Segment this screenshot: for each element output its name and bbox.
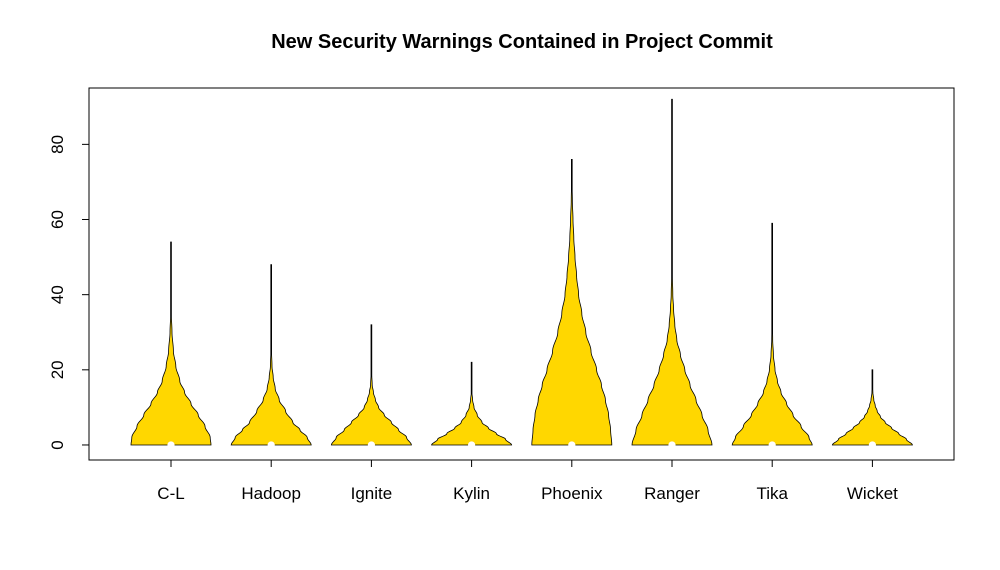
x-tick-label: Ignite xyxy=(351,484,393,503)
violins xyxy=(130,98,913,449)
median-dot-hadoop xyxy=(267,441,275,449)
median-dot-phoenix xyxy=(568,441,576,449)
median-dot-kylin xyxy=(468,441,476,449)
plot-frame xyxy=(88,87,955,461)
median-dot-ranger xyxy=(668,441,676,449)
median-dot-ignite xyxy=(367,441,375,449)
violin-ranger xyxy=(631,98,713,446)
violin-c-l xyxy=(130,241,212,446)
x-tick-label: Ranger xyxy=(644,484,700,503)
violin-ignite xyxy=(330,324,412,446)
x-tick-label: Phoenix xyxy=(541,484,603,503)
median-dot-wicket xyxy=(868,441,877,449)
y-tick-label: 60 xyxy=(48,210,67,229)
violin-tika xyxy=(731,222,813,446)
violin-hadoop xyxy=(230,264,312,446)
x-tick-label: C-L xyxy=(157,484,184,503)
chart-title: New Security Warnings Contained in Proje… xyxy=(271,31,773,53)
median-dot-tika xyxy=(768,441,776,449)
x-axis: C-L Hadoop Ignite Kylin Phoenix Ranger Tika Wic… xyxy=(157,460,898,503)
violin-phoenix xyxy=(531,158,613,446)
x-tick-label: Hadoop xyxy=(241,484,301,503)
y-tick-label: 80 xyxy=(48,135,67,154)
y-axis: 0 20 40 60 80 xyxy=(48,135,90,450)
x-tick-label: Tika xyxy=(756,484,788,503)
y-tick-label: 40 xyxy=(48,285,67,304)
violin-wicket xyxy=(831,369,913,446)
y-tick-label: 20 xyxy=(48,360,67,379)
median-dot-c-l xyxy=(167,441,175,449)
x-tick-label: Kylin xyxy=(453,484,490,503)
violin-kylin xyxy=(431,361,513,446)
y-tick-label: 0 xyxy=(48,440,67,449)
x-tick-label: Wicket xyxy=(847,484,898,503)
